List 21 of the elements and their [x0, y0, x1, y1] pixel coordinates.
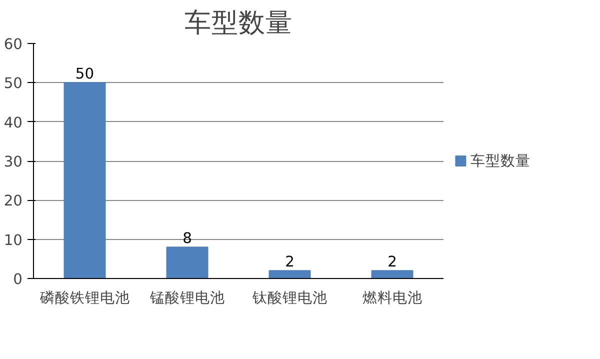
data-label: 50 — [75, 66, 94, 83]
bar — [166, 246, 208, 278]
y-tick-label: 10 — [4, 232, 23, 249]
x-tick-label: 钛酸锂电池 — [251, 290, 328, 306]
chart-title: 车型数量 — [184, 8, 292, 38]
x-tick-label: 燃料电池 — [362, 290, 422, 306]
y-tick-label: 0 — [13, 271, 23, 288]
data-label: 2 — [285, 254, 294, 271]
data-label: 8 — [182, 230, 192, 248]
y-tick-label: 20 — [4, 192, 23, 210]
data-label: 2 — [388, 254, 397, 271]
x-tick-label: 锰酸锂电池 — [148, 290, 225, 306]
x-tick-label: 磷酸铁锂电池 — [38, 290, 130, 306]
y-tick-label: 40 — [4, 114, 23, 132]
y-tick-label: 50 — [4, 75, 23, 92]
legend-label: 车型数量 — [470, 152, 531, 170]
y-tick-label: 60 — [4, 36, 23, 53]
bar — [371, 270, 414, 278]
bar — [268, 270, 311, 278]
y-tick-label: 30 — [4, 154, 23, 170]
bar — [64, 82, 106, 278]
